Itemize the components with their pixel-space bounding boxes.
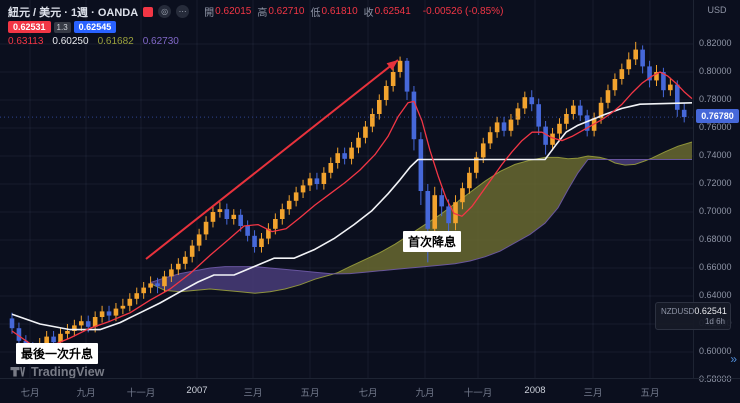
- countdown-info-box[interactable]: NZDUSD 0.62541 1d 6h: [655, 302, 731, 330]
- symbol-title[interactable]: 紐元 / 美元 · 1週 · OANDA: [8, 6, 139, 19]
- time-axis-label: 九月: [415, 388, 435, 399]
- annotation-label[interactable]: 首次降息: [403, 231, 462, 252]
- trend-arrow-drawing[interactable]: [145, 59, 399, 260]
- ohlc-label: 收: [363, 8, 374, 19]
- chart-legend: 紐元 / 美元 · 1週 · OANDA ◎ ⋯ 開 0.62015 高 0.6271…: [8, 4, 503, 47]
- grid-lines: [0, 0, 693, 378]
- symbol-legend-row: 紐元 / 美元 · 1週 · OANDA ◎ ⋯ 開 0.62015 高 0.6271…: [8, 4, 503, 19]
- watermark-label: TradingView: [31, 365, 105, 379]
- price-tick-label: 0.60000: [699, 346, 732, 356]
- ohlc-label: 開: [204, 8, 215, 19]
- price-tick-label: 0.82000: [699, 38, 732, 48]
- price-tick-label: 0.68000: [699, 234, 732, 244]
- ohlc-row: 開 0.62015 高 0.62710 低 0.61810 收 0.62541: [198, 4, 411, 19]
- last-price-badge: 0.76780: [696, 109, 739, 124]
- tradingview-attribution[interactable]: TradingView: [10, 364, 104, 380]
- time-axis-label: 2008: [524, 385, 546, 396]
- more-icon[interactable]: ⋯: [176, 5, 190, 18]
- trade-panel: 0.62531 1.3 0.62545: [8, 21, 503, 33]
- ohlc-label: 高: [257, 8, 268, 19]
- price-tick-label: 0.78000: [699, 94, 732, 104]
- candles-series[interactable]: [9, 41, 687, 362]
- indicator-value: 0.63113: [8, 36, 44, 47]
- time-axis-label: 五月: [640, 388, 660, 399]
- time-axis[interactable]: 七月 九月 十一月 2007 三月 五月 七月 九月 十一月 2008 三月 五月: [0, 378, 740, 403]
- buy-button[interactable]: 0.62545: [73, 21, 117, 33]
- price-tick-label: 0.80000: [699, 66, 732, 76]
- indicator-values-row[interactable]: 0.63113 0.60250 0.61682 0.62730: [8, 36, 503, 47]
- ohlc-value: 0.61810: [321, 6, 358, 17]
- info-box-price: 0.62541: [694, 306, 727, 316]
- spread-label: 1.3: [53, 21, 71, 33]
- ohlc-value: 0.62710: [268, 6, 305, 17]
- indicator-value: 0.62730: [142, 36, 179, 47]
- time-axis-label: 五月: [300, 388, 320, 399]
- time-axis-label: 九月: [76, 388, 96, 399]
- ohlc-label: 低: [310, 8, 321, 19]
- currency-label: USD: [707, 5, 727, 15]
- time-axis-label: 七月: [358, 388, 378, 399]
- price-change: -0.00526 (-0.85%): [422, 6, 504, 17]
- price-tick-label: 0.72000: [699, 178, 732, 188]
- price-tick-label: 0.66000: [699, 262, 732, 272]
- time-axis-label: 三月: [243, 388, 263, 399]
- sell-button[interactable]: 0.62531: [8, 21, 51, 33]
- indicator-value: 0.60250: [52, 36, 89, 47]
- time-axis-label: 三月: [583, 388, 603, 399]
- price-tick-label: 0.70000: [699, 206, 732, 216]
- ichimoku-lines: [0, 71, 693, 348]
- market-status-icon: [143, 6, 154, 17]
- price-tick-label: 0.76000: [699, 122, 732, 132]
- time-axis-label: 十一月: [463, 388, 493, 399]
- ohlc-value: 0.62015: [215, 6, 252, 17]
- time-axis-label: 十一月: [126, 388, 156, 399]
- price-tick-label: 0.64000: [699, 290, 732, 300]
- time-axis-label: 2007: [186, 385, 208, 396]
- collapse-chevron-icon[interactable]: »: [730, 352, 737, 366]
- ohlc-value: 0.62541: [374, 6, 411, 17]
- price-tick-label: 0.58000: [699, 374, 732, 384]
- indicator-value: 0.61682: [97, 36, 134, 47]
- bar-countdown: 1d 6h: [704, 317, 725, 326]
- time-axis-label: 七月: [20, 388, 40, 399]
- tradingview-logo-icon: [10, 367, 26, 377]
- annotation-label[interactable]: 最後一次升息: [16, 343, 99, 364]
- info-box-symbol: NZDUSD: [661, 307, 695, 316]
- eye-icon[interactable]: ◎: [158, 5, 172, 18]
- price-tick-label: 0.74000: [699, 150, 732, 160]
